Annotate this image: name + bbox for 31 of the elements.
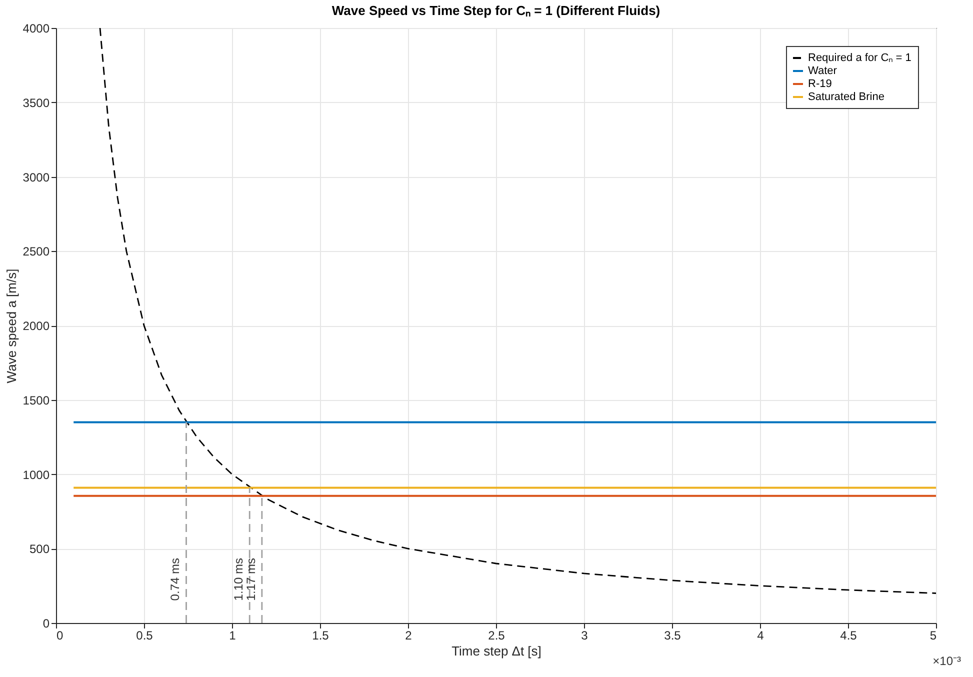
chart-title: Wave Speed vs Time Step for Cₙ = 1 (Different Fluids) — [332, 3, 660, 18]
legend-label: Water — [808, 65, 838, 77]
x-tick-label: 0.5 — [136, 628, 154, 642]
x-tick-label: 4 — [757, 628, 764, 642]
text: ×10⁻³ — [932, 654, 961, 668]
legend-label: R-19 — [808, 78, 832, 90]
x-tick-label: 1 — [229, 628, 236, 642]
y-axis-title: Wave speed a [m/s] — [4, 268, 19, 384]
x-tick-label: 2.5 — [488, 628, 506, 642]
annotation: 0.74 ms — [168, 558, 182, 601]
x-tick-label: 1.5 — [312, 628, 330, 642]
legend-label: Required a for Cₙ = 1 — [808, 52, 912, 64]
y-tick-label: 3000 — [22, 170, 50, 184]
y-tick-label: 2500 — [22, 244, 50, 259]
x-tick-label: 5 — [930, 628, 937, 642]
x-tick-label: 3 — [581, 628, 588, 642]
legend-label: Saturated Brine — [808, 91, 884, 103]
y-tick-label: 1000 — [22, 468, 50, 482]
y-tick-label: 2000 — [22, 319, 50, 333]
y-tick-label: 4000 — [22, 22, 50, 36]
x-tick-label: 0 — [56, 628, 64, 642]
y-tick-label: 0 — [42, 616, 50, 630]
x-tick-label: 4.5 — [840, 628, 858, 642]
annotation: 1.17 ms — [244, 558, 258, 601]
y-tick-label: 3500 — [22, 96, 50, 110]
y-tick-label: 500 — [29, 542, 50, 556]
x-tick-label: 3.5 — [664, 628, 682, 642]
annotation: 1.10 ms — [232, 558, 246, 601]
x-tick-label: 2 — [405, 628, 412, 642]
x-axis-title: Time step Δt [s] — [452, 644, 542, 658]
y-tick-label: 1500 — [22, 393, 50, 408]
